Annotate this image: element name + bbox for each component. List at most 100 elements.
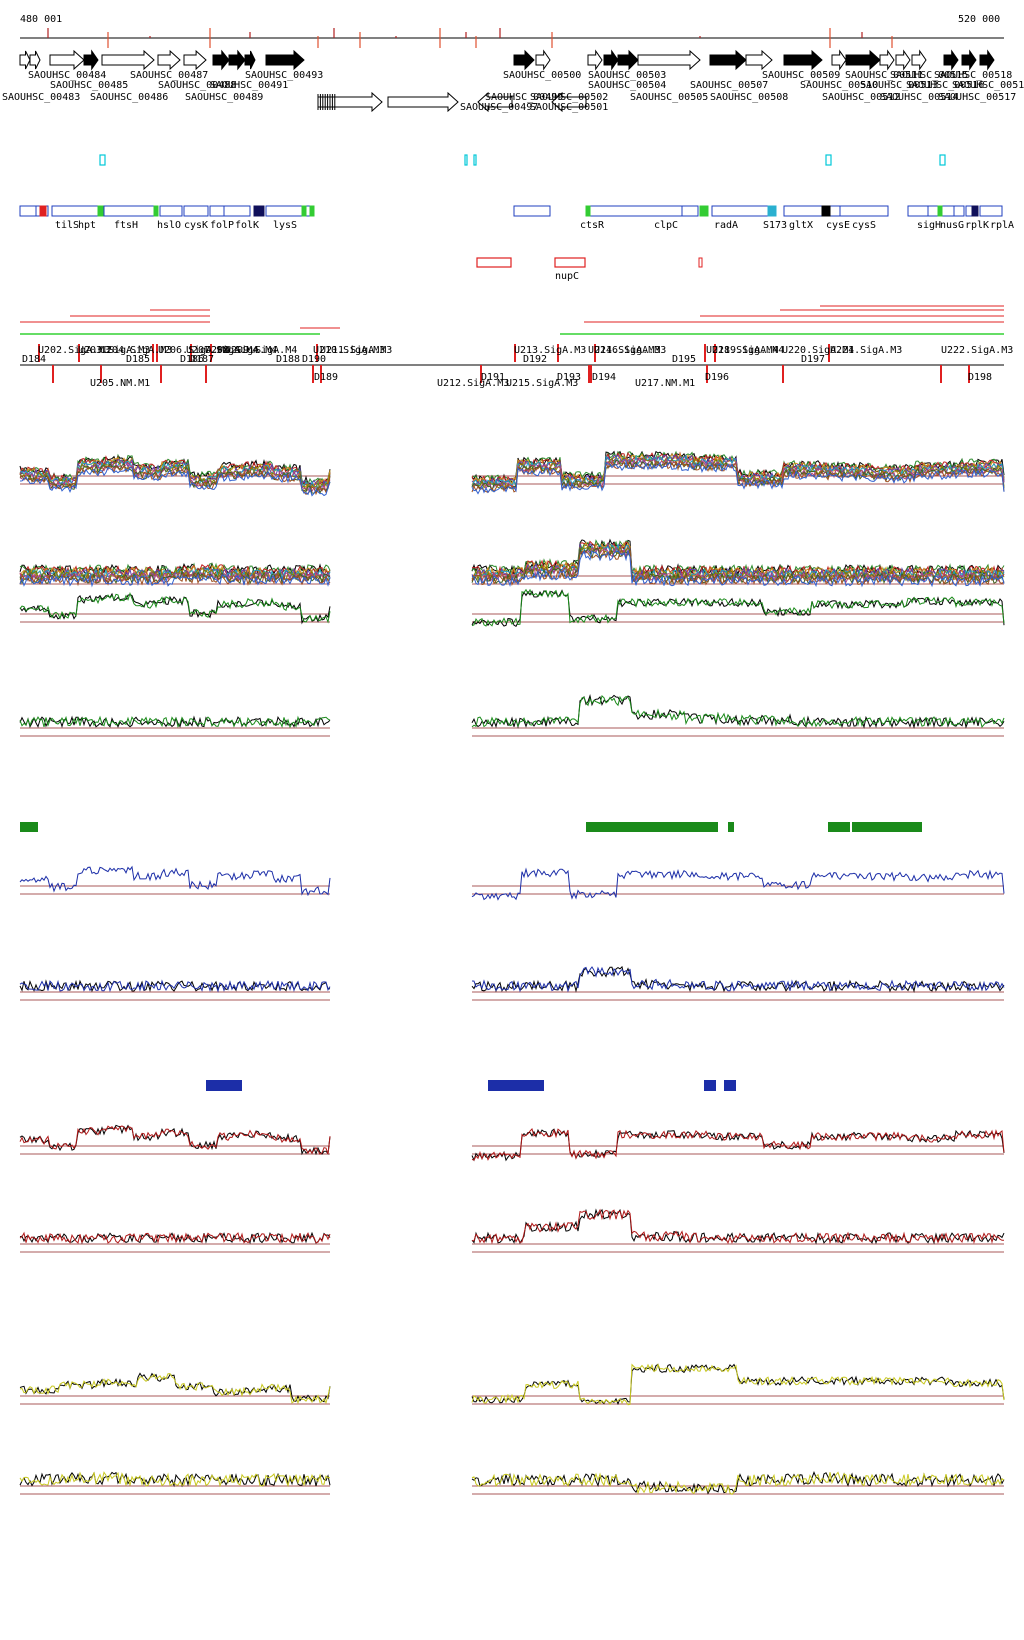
- gene-label[interactable]: SAOUHSC_00484: [28, 70, 106, 81]
- downshift-label[interactable]: D195: [672, 354, 696, 365]
- gene-label[interactable]: SAOUHSC_00512: [822, 92, 900, 103]
- gene-label[interactable]: SAOUHSC_00510: [800, 80, 878, 91]
- gene-label[interactable]: SAOUHSC_00485: [50, 80, 128, 91]
- gene-label[interactable]: SAOUHSC_00489: [185, 92, 263, 103]
- gene-label[interactable]: SAOUHSC_00515: [890, 70, 968, 81]
- gene-name[interactable]: lysS: [273, 220, 297, 231]
- gene-label[interactable]: SAOUHSC_00507: [690, 80, 768, 91]
- upshift-label[interactable]: U211.SigA.M3: [320, 345, 392, 356]
- ncrna-box: [825, 154, 832, 166]
- upshift-label[interactable]: U217.NM.M1: [635, 378, 695, 389]
- upshift-label[interactable]: U202.SigA.M3: [38, 345, 110, 356]
- gene-label[interactable]: SAOUHSC_00519: [952, 80, 1024, 91]
- gene-name[interactable]: rplK: [965, 220, 989, 231]
- shift-marker: [940, 365, 942, 383]
- downshift-label[interactable]: D198: [968, 372, 992, 383]
- downshift-label[interactable]: D194: [592, 372, 616, 383]
- downshift-label[interactable]: D190: [302, 354, 326, 365]
- gene-label[interactable]: SAOUHSC_00504: [588, 80, 666, 91]
- gene-name[interactable]: cysE: [826, 220, 850, 231]
- gene-label[interactable]: SAOUHSC_00488: [158, 80, 236, 91]
- gene-name[interactable]: hslO: [157, 220, 181, 231]
- ncrna-box: [473, 154, 477, 166]
- gene-name[interactable]: hpt: [78, 220, 96, 231]
- gene-arrow: [477, 91, 513, 113]
- upshift-label[interactable]: U209.SigA.M4: [225, 345, 297, 356]
- gene-name[interactable]: clpC: [654, 220, 678, 231]
- gene-arrow: [212, 49, 230, 71]
- gene-label[interactable]: SAOUHSC_00513: [860, 80, 938, 91]
- gene-name[interactable]: folK: [235, 220, 259, 231]
- gene-label[interactable]: SAOUHSC_00509: [762, 70, 840, 81]
- upshift-label[interactable]: U216.SigA.M3: [594, 345, 666, 356]
- gene-label[interactable]: SAOUHSC_00497: [460, 102, 538, 113]
- blue-bar: [724, 1080, 736, 1091]
- upshift-label[interactable]: U215.SigA.M3: [506, 378, 578, 389]
- profile-line: [471, 867, 1005, 901]
- shift-marker: [205, 365, 207, 383]
- upshift-label[interactable]: U206.SigA.M4: [158, 345, 230, 356]
- gene-label[interactable]: SAOUHSC_00503: [588, 70, 666, 81]
- gene-name[interactable]: folP: [210, 220, 234, 231]
- operon-box: [301, 205, 307, 217]
- upshift-label[interactable]: U208.SigA.M4: [205, 345, 277, 356]
- gene-label[interactable]: SAOUHSC_00516: [906, 80, 984, 91]
- profile-line: [19, 459, 331, 491]
- upshift-label[interactable]: U220.SigA.M4: [782, 345, 854, 356]
- upshift-label[interactable]: U213.SigA.M3: [514, 345, 586, 356]
- gene-label[interactable]: SAOUHSC_00518: [934, 70, 1012, 81]
- gene-label[interactable]: SAOUHSC_00499: [485, 92, 563, 103]
- gene-name[interactable]: S173: [763, 220, 787, 231]
- gene-label[interactable]: SAOUHSC_00487: [130, 70, 208, 81]
- gene-label[interactable]: SAOUHSC_00500: [503, 70, 581, 81]
- feature-box: [698, 257, 703, 268]
- upshift-label[interactable]: U219.SigA.M4: [712, 345, 784, 356]
- operon-gene-names: tilS hpt ftsH hslO cysK folP folK lysS c…: [55, 220, 1014, 231]
- gene-label[interactable]: SAOUHSC_00493: [245, 70, 323, 81]
- downshift-label[interactable]: D196: [705, 372, 729, 383]
- downshift-label[interactable]: D184: [22, 354, 46, 365]
- downshift-label[interactable]: D186: [180, 354, 204, 365]
- downshift-label[interactable]: D188: [276, 354, 300, 365]
- gene-label[interactable]: SAOUHSC_00508: [710, 92, 788, 103]
- downshift-label[interactable]: D193: [557, 372, 581, 383]
- upshift-label[interactable]: U218.SigA.M4: [706, 345, 778, 356]
- gene-label[interactable]: SAOUHSC_00501: [530, 102, 608, 113]
- gene-label[interactable]: SAOUHSC_00514: [880, 92, 958, 103]
- gene-label[interactable]: SAOUHSC_00517: [938, 92, 1016, 103]
- upshift-label[interactable]: U210.SigA.M3: [313, 345, 385, 356]
- upshift-label[interactable]: U212.SigA.M3: [437, 378, 509, 389]
- gene-name[interactable]: rplA: [990, 220, 1014, 231]
- gene-label[interactable]: SAOUHSC_00505: [630, 92, 708, 103]
- gene-name[interactable]: gltX: [789, 220, 813, 231]
- upshift-label[interactable]: U222.SigA.M3: [941, 345, 1013, 356]
- upshift-label[interactable]: U204.SigA.M3: [100, 345, 172, 356]
- upshift-label[interactable]: U203.SigA.M3: [78, 345, 150, 356]
- gene-name[interactable]: nusG: [940, 220, 964, 231]
- gene-name[interactable]: cysK: [184, 220, 208, 231]
- upshift-label[interactable]: U214.SigA.M3: [588, 345, 660, 356]
- gene-name[interactable]: radA: [714, 220, 738, 231]
- downshift-label[interactable]: D185: [126, 354, 150, 365]
- gene-name[interactable]: ctsR: [580, 220, 605, 231]
- gene-name[interactable]: sigH: [917, 220, 941, 231]
- coord-end: 520 000: [958, 14, 1000, 25]
- feature-label[interactable]: nupC: [555, 271, 579, 282]
- gene-label[interactable]: SAOUHSC_00483: [2, 92, 80, 103]
- upshift-label[interactable]: U205.NM.M1: [90, 378, 150, 389]
- gene-arrow: [637, 49, 701, 71]
- gene-label[interactable]: SAOUHSC_00491: [210, 80, 288, 91]
- downshift-label[interactable]: D189: [314, 372, 338, 383]
- upshift-label[interactable]: U221.SigA.M3: [830, 345, 902, 356]
- downshift-label[interactable]: D187: [190, 354, 214, 365]
- upshift-label[interactable]: U207.SigA.M4: [186, 345, 258, 356]
- gene-name[interactable]: tilS: [55, 220, 79, 231]
- downshift-label[interactable]: D191: [481, 372, 505, 383]
- downshift-label[interactable]: D197: [801, 354, 825, 365]
- gene-name[interactable]: cysS: [852, 220, 876, 231]
- gene-label[interactable]: SAOUHSC_00511: [845, 70, 923, 81]
- gene-name[interactable]: ftsH: [114, 220, 138, 231]
- downshift-label[interactable]: D192: [523, 354, 547, 365]
- gene-label[interactable]: SAOUHSC_00486: [90, 92, 168, 103]
- gene-label[interactable]: SAOUHSC_00502: [530, 92, 608, 103]
